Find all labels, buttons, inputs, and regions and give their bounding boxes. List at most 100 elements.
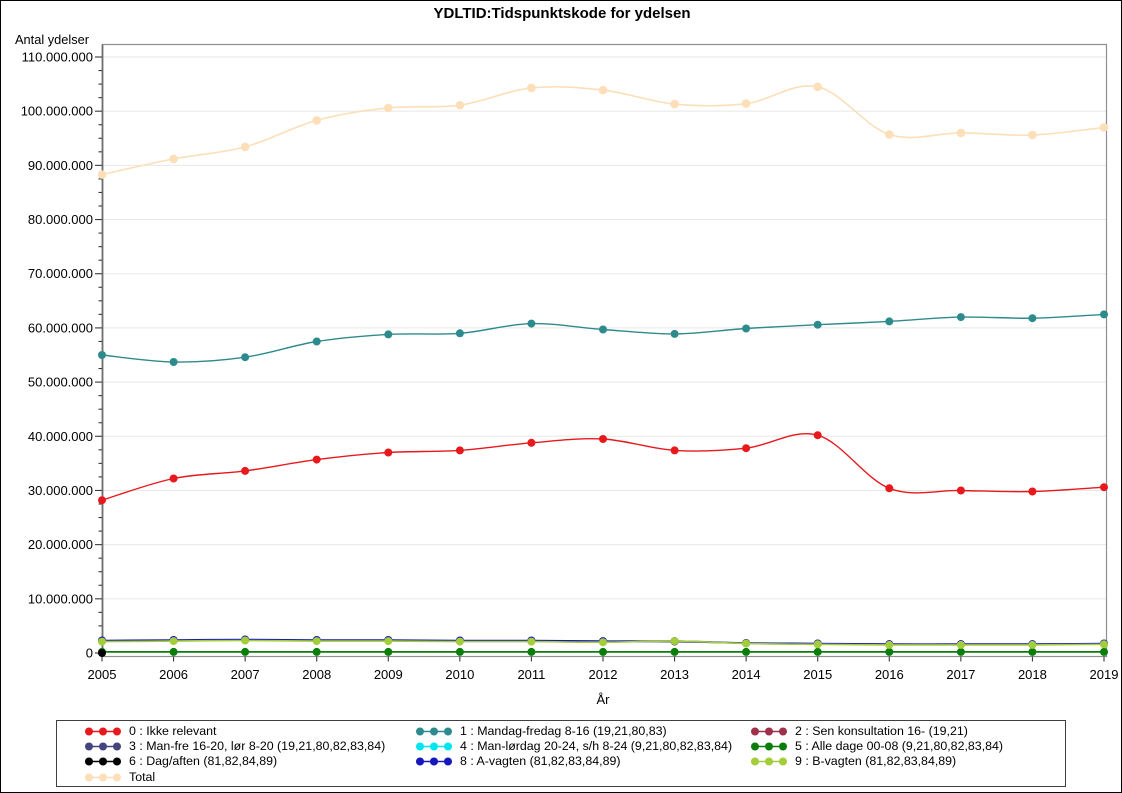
series-total-point [97, 170, 107, 179]
series-9-point [670, 637, 679, 646]
series-total-point [384, 103, 393, 113]
series-9-point [742, 639, 751, 648]
series-5-point [241, 647, 250, 656]
series-5-point [455, 647, 464, 656]
x-tick-label: 2013 [660, 667, 689, 682]
series-0-point [956, 486, 965, 495]
series-total-point [312, 116, 322, 125]
x-tick-label: 2006 [159, 667, 188, 682]
legend-marker-icon [751, 757, 787, 766]
x-tick-label: 2014 [732, 667, 761, 682]
series-5-point [813, 647, 822, 656]
y-tick-label: 0 [86, 646, 93, 661]
y-axis-title: Antal ydelser [15, 32, 90, 47]
series-1-point [1028, 314, 1037, 323]
series-9-point [956, 640, 965, 649]
series-0-point [384, 448, 393, 457]
x-tick-label: 2011 [517, 667, 545, 682]
series-9-point [312, 637, 321, 646]
y-tick-label: 10.000.000 [28, 591, 93, 606]
legend-item-5: 5 : Alle dage 00-08 (9,21,80,82,83,84) [750, 739, 1003, 754]
series-5-point [169, 647, 178, 656]
series-9-point [384, 637, 393, 646]
series-total-point [598, 85, 608, 95]
series-9-point [1100, 640, 1108, 649]
series-0-point [169, 474, 178, 483]
series-total-point [956, 128, 966, 138]
legend-label: 4 : Man-lørdag 20-24, s/h 8-24 (9,21,80,… [460, 739, 733, 754]
series-9-point [527, 637, 536, 646]
series-0-point [1100, 483, 1108, 492]
legend-label: 6 : Dag/aften (81,82,84,89) [129, 754, 278, 769]
series-5-point [599, 647, 607, 656]
y-tick-label: 70.000.000 [28, 266, 93, 281]
series-5-point [527, 647, 536, 656]
legend-column-2: 1 : Mandag-fredag 8-16 (19,21,80,83) 4 : … [415, 724, 732, 770]
legend: 0 : Ikke relevant 3 : Man-fre 16-20, lør … [56, 720, 1066, 787]
y-tick-label: 110.000.000 [22, 50, 93, 65]
series-total-point [885, 130, 894, 139]
x-tick-label: 2015 [803, 667, 832, 682]
series-1-point [670, 329, 679, 338]
series-9-point [169, 637, 178, 646]
series-9-point [885, 640, 894, 649]
legend-label: 8 : A-vagten (81,82,83,84,89) [460, 754, 621, 769]
x-tick-label: 2008 [302, 667, 331, 682]
series-1-point [599, 325, 607, 334]
legend-item-4: 4 : Man-lørdag 20-24, s/h 8-24 (9,21,80,… [415, 739, 732, 754]
chart-canvas: YDLTID:Tidspunktskode for ydelsen Antal … [15, 5, 1119, 707]
legend-marker-icon [85, 773, 121, 782]
x-tick-label: 2009 [374, 667, 403, 682]
legend-label: 0 : Ikke relevant [129, 724, 217, 739]
series-total-point [240, 142, 250, 152]
legend-label: 1 : Mandag-fredag 8-16 (19,21,80,83) [460, 724, 667, 739]
series-0-point [742, 444, 751, 453]
legend-column-3: 2 : Sen konsultation 16- (19,21) 5 : Alle… [750, 724, 1003, 770]
y-tick-label: 80.000.000 [28, 212, 93, 227]
series-1-point [312, 337, 321, 346]
legend-label: Total [129, 769, 156, 784]
legend-marker-icon [416, 727, 452, 736]
series-total-point [169, 154, 178, 164]
series-1-point [241, 353, 250, 362]
series-5-point [312, 647, 321, 656]
legend-item-total: Total [84, 770, 385, 785]
legend-marker-icon [751, 727, 787, 736]
series-total-line [101, 85, 1105, 176]
y-tick-label: 60.000.000 [28, 320, 93, 335]
legend-item-2: 2 : Sen konsultation 16- (19,21) [750, 724, 1003, 739]
series-9-point [599, 638, 607, 647]
series-5-point [670, 647, 679, 656]
y-tick-label: 50.000.000 [28, 375, 93, 390]
chart-title: YDLTID:Tidspunktskode for ydelsen [434, 5, 691, 22]
x-tick-label: 2019 [1090, 667, 1119, 682]
series-total-point [670, 99, 679, 109]
legend-item-6: 6 : Dag/aften (81,82,84,89) [84, 754, 385, 769]
series-total [97, 82, 1109, 179]
series-total-point [1099, 123, 1109, 132]
series-0 [98, 431, 1108, 505]
series-5-point [384, 647, 393, 656]
x-tick-label: 2012 [589, 667, 618, 682]
series-total-point [1028, 130, 1037, 140]
series-0-point [455, 446, 464, 455]
series-0-point [670, 446, 679, 455]
series-0-point [312, 455, 321, 464]
series-9-point [1028, 640, 1037, 649]
series-0-point [98, 496, 106, 505]
series-1-point [813, 320, 822, 329]
x-tick-label: 2010 [445, 667, 474, 682]
plot-frame [101, 43, 1108, 658]
x-tick-label: 2016 [875, 667, 904, 682]
series-total-point [527, 83, 536, 93]
legend-marker-icon [85, 757, 121, 766]
x-tick-label: 2007 [231, 667, 260, 682]
series-1-point [384, 330, 393, 339]
legend-marker-icon [85, 742, 121, 751]
series-1-point [98, 351, 106, 359]
series-6-point [98, 649, 106, 657]
legend-item-0: 0 : Ikke relevant [84, 724, 385, 739]
series-1-line [101, 313, 1105, 363]
legend-label: 3 : Man-fre 16-20, lør 8-20 (19,21,80,82… [129, 739, 386, 754]
series-0-point [241, 466, 250, 475]
